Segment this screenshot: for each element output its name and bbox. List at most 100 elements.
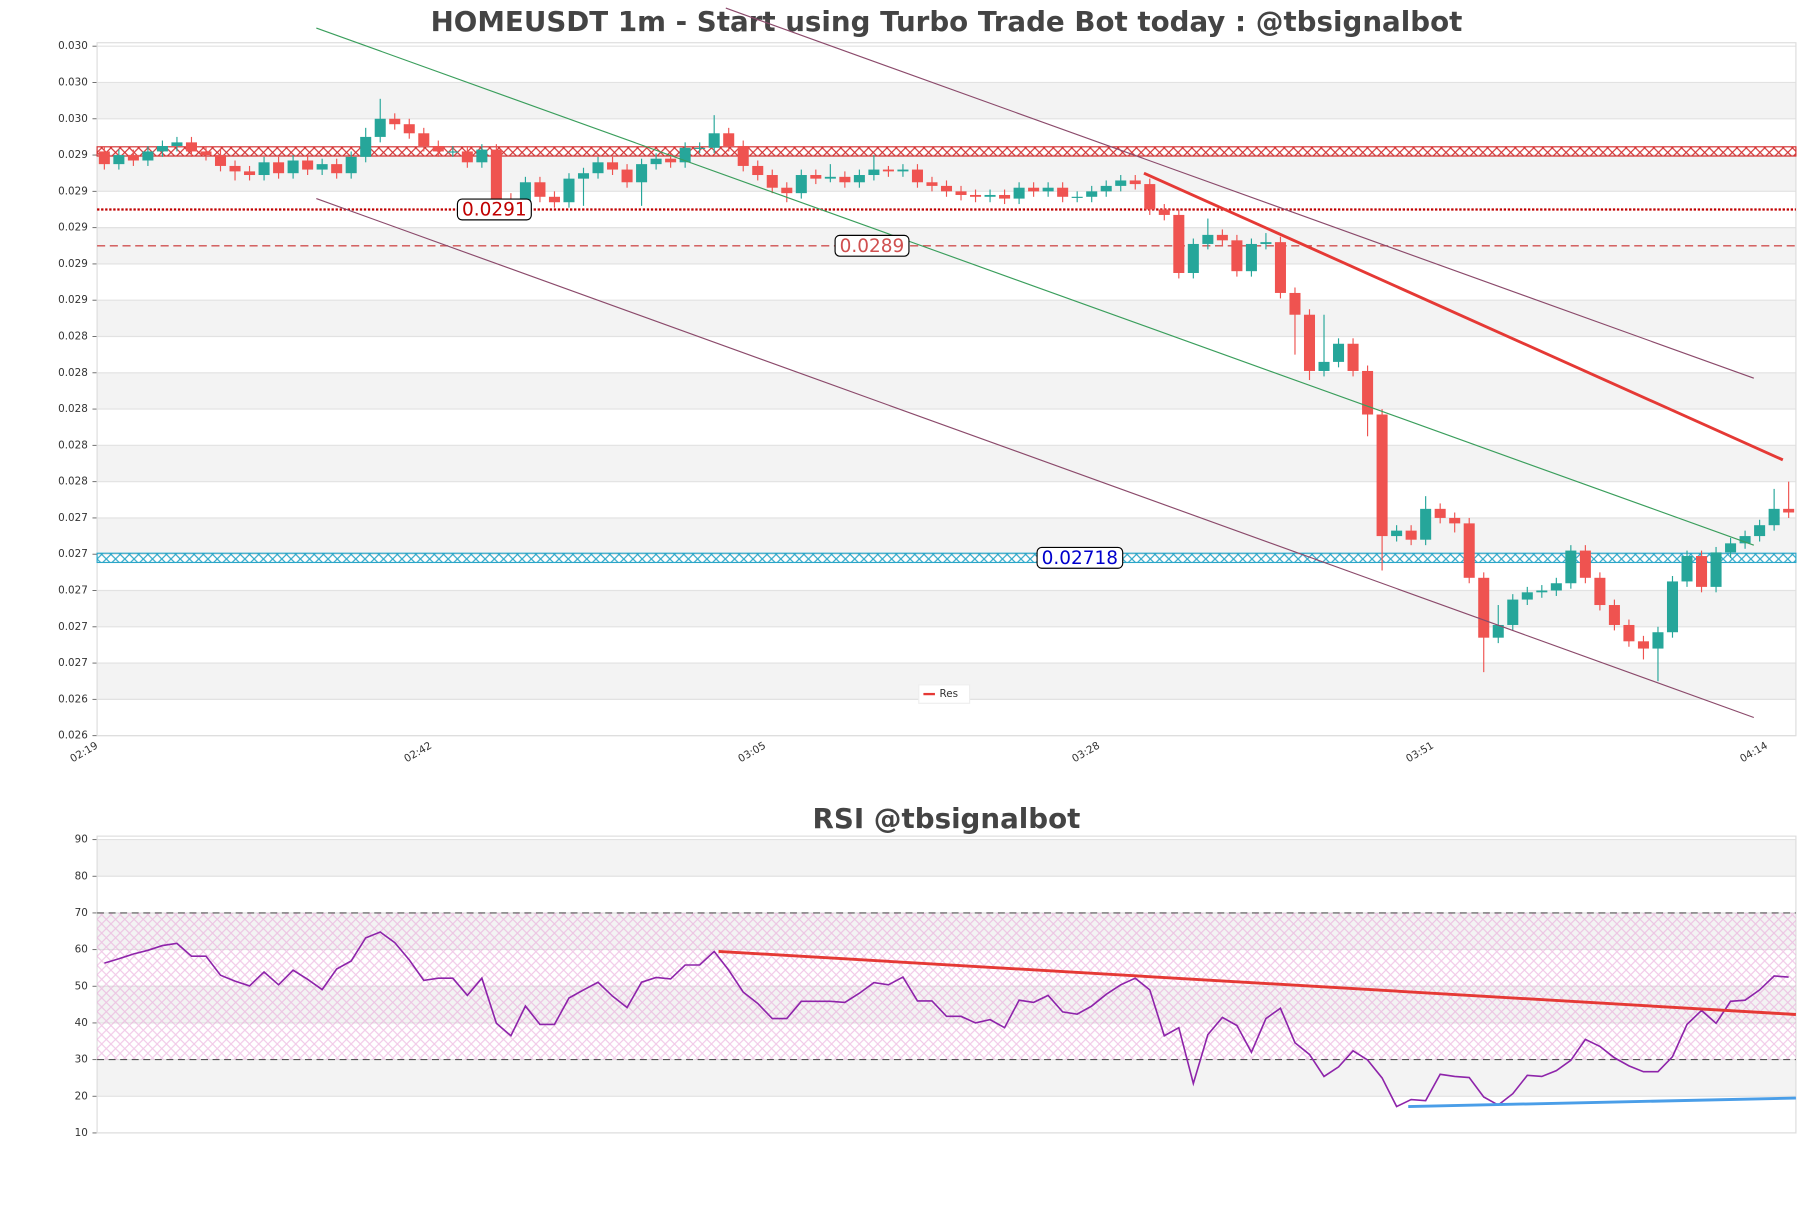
candle-body [650, 158, 662, 165]
candle-body [1739, 536, 1751, 544]
grid-band [97, 839, 1796, 877]
candle-body [374, 118, 386, 137]
candle-body [331, 164, 343, 174]
chart-title: HOMEUSDT 1m - Start using Turbo Trade Bo… [431, 5, 1463, 38]
candle-body [302, 160, 314, 170]
candle-body [1362, 370, 1374, 415]
candle-body [142, 151, 154, 161]
candle-body [607, 162, 619, 170]
level-label: 0.0289 [834, 234, 910, 257]
y-tick-label: 40 [75, 1017, 88, 1029]
grid-band [97, 590, 1796, 627]
y-tick-label: 30 [75, 1054, 88, 1066]
y-tick-label: 0.030 [58, 40, 88, 52]
candle-body [1507, 599, 1519, 625]
y-tick-label: 0.028 [58, 367, 88, 379]
candle-body [1405, 530, 1417, 540]
candle-body [970, 194, 982, 197]
rsi-shade [97, 912, 1796, 1060]
candle-body [810, 175, 822, 179]
y-tick-label: 0.027 [58, 512, 88, 524]
candle-body [999, 194, 1011, 199]
candle-body [418, 133, 430, 146]
level-label: 0.0291 [456, 198, 532, 221]
candle-body [490, 149, 502, 199]
candle-body [1289, 292, 1301, 315]
candle-body [1710, 552, 1722, 587]
candle-body [345, 156, 357, 174]
trend-line [718, 949, 1796, 1016]
y-tick-label: 0.029 [58, 258, 88, 270]
y-tick-label: 70 [75, 907, 88, 919]
grid-band [97, 372, 1796, 410]
candle-body [1042, 187, 1054, 192]
candle-body [853, 175, 865, 183]
y-tick-label: 0.028 [58, 476, 88, 488]
y-tick-label: 0.028 [58, 330, 88, 342]
candle-body [258, 162, 270, 176]
candle-body [694, 147, 706, 149]
candle-body [795, 175, 807, 194]
y-tick-label: 0.027 [58, 621, 88, 633]
candle-body [1333, 343, 1345, 362]
candle-body [229, 165, 241, 172]
y-tick-label: 0.027 [58, 657, 88, 669]
y-tick-label: 0.027 [58, 548, 88, 560]
y-tick-label: 0.026 [58, 730, 88, 742]
candle-body [1681, 556, 1693, 582]
candle-body [636, 164, 648, 183]
candle-body [98, 151, 110, 165]
candle-body [679, 147, 691, 163]
candle-body [592, 162, 604, 174]
candle-body [316, 164, 328, 170]
candle-body [1783, 508, 1795, 513]
grid-band [97, 300, 1796, 337]
candle-body [665, 158, 677, 163]
candle-body [476, 149, 488, 163]
trend-line [1408, 1096, 1796, 1108]
level-label-box [456, 198, 532, 221]
candle-body [1463, 523, 1475, 578]
candle-body [563, 178, 575, 203]
y-tick-label: 50 [75, 980, 88, 992]
y-tick-label: 0.028 [58, 439, 88, 451]
level-band [96, 552, 1797, 564]
y-tick-label: 60 [75, 944, 88, 956]
candle-body [984, 194, 996, 197]
candle-body [1565, 550, 1577, 584]
candle-body [708, 133, 720, 148]
candle-body [200, 151, 212, 156]
candle-body [1536, 590, 1548, 593]
y-tick-label: 0.030 [58, 113, 88, 125]
candle-body [940, 185, 953, 192]
candle-body [1652, 632, 1664, 649]
candle-body [461, 151, 473, 163]
candle-body [1318, 361, 1330, 371]
candle-body [214, 155, 227, 166]
level-label-text: 0.0291 [462, 200, 527, 221]
candle-body [244, 171, 256, 176]
candle-body [1637, 641, 1649, 649]
candle-body [1492, 624, 1504, 638]
candle-body [752, 165, 764, 176]
candle-body [1391, 530, 1403, 537]
candle-body [1623, 624, 1635, 642]
candle-body [1347, 343, 1359, 371]
candle-body [1725, 543, 1737, 553]
candle-body [1013, 187, 1025, 199]
level-label: 0.02718 [1036, 546, 1124, 569]
candle-body [1216, 234, 1228, 241]
candle-body [1158, 209, 1170, 215]
candle-body [1768, 508, 1780, 526]
level-label-box [1036, 546, 1124, 569]
candle-body [127, 155, 139, 161]
candle-body [1187, 243, 1199, 273]
level-band [96, 146, 1797, 157]
candle-body [1115, 180, 1127, 186]
candle-body [273, 162, 285, 174]
candle-body [955, 191, 967, 195]
trend-line [316, 27, 1754, 546]
y-tick-label: 0.027 [58, 585, 88, 597]
candle-body [1303, 314, 1316, 371]
